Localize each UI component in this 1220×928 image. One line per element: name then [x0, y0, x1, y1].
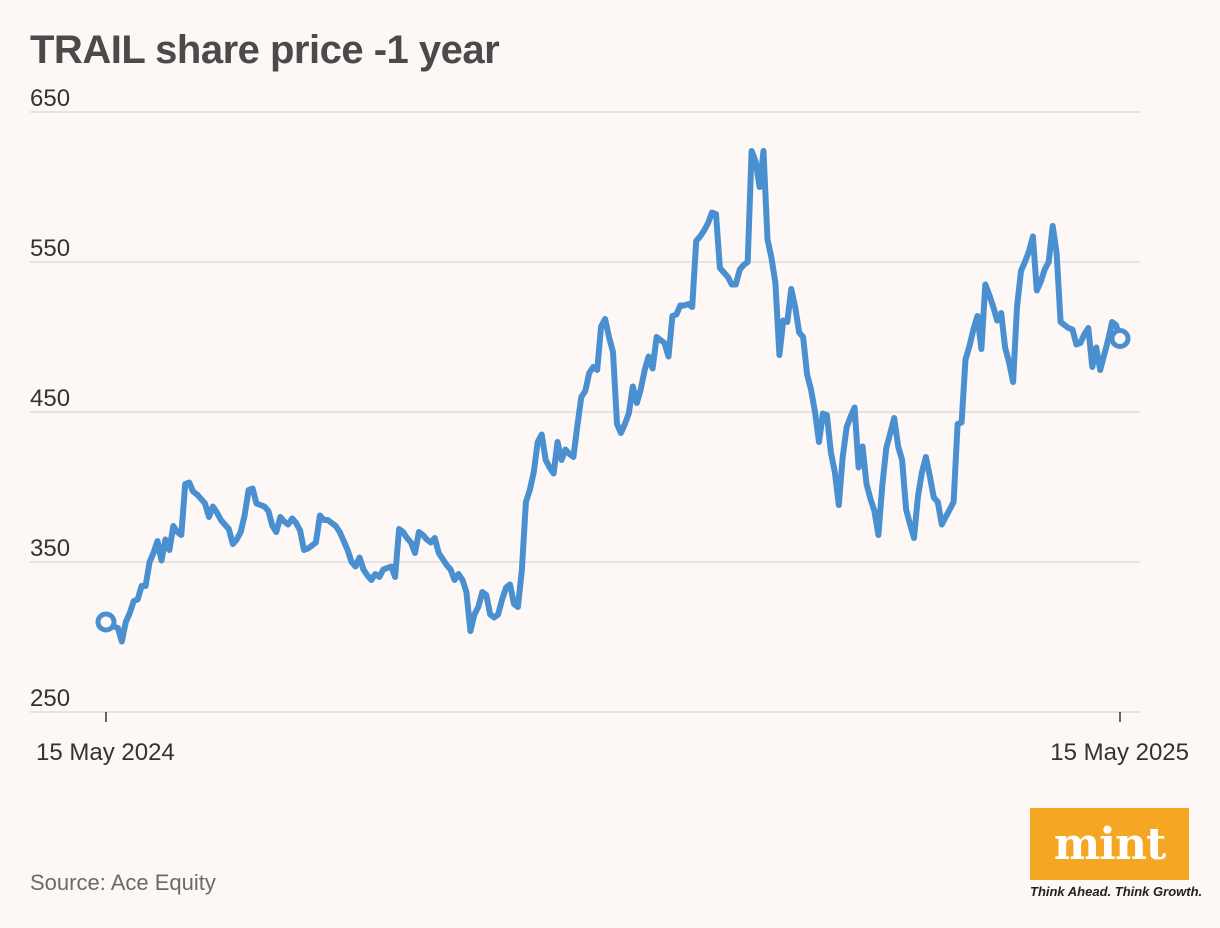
endpoint-markers	[95, 328, 1131, 633]
y-tick-label-650: 650	[30, 85, 70, 112]
chart-title: TRAIL share price -1 year	[30, 28, 500, 72]
y-tick-label-250: 250	[30, 685, 70, 712]
y-tick-label-350: 350	[30, 535, 70, 562]
mint-logo: mint	[1030, 808, 1189, 880]
mint-logo-text: mint	[1053, 818, 1167, 870]
logo-tagline: Think Ahead. Think Growth.	[1030, 884, 1203, 899]
end-point-marker	[1109, 328, 1131, 349]
y-tick-label-450: 450	[30, 385, 70, 412]
y-tick-label-550: 550	[30, 235, 70, 262]
x-tick-label-0: 15 May 2024	[36, 739, 175, 766]
y-axis-ticks: 250 350 450 550 650	[30, 85, 70, 712]
x-tick-label-1: 15 May 2025	[1050, 739, 1189, 766]
x-axis-ticks: 15 May 2024 15 May 2025	[36, 712, 1189, 766]
line-chart: 250 350 450 550 650 15 May 2024 15 May 2025	[30, 85, 1189, 766]
series-lines	[103, 148, 1123, 645]
source-note: Source: Ace Equity	[30, 870, 216, 895]
gridlines	[30, 111, 1140, 713]
start-point-marker	[95, 611, 117, 633]
series-line-trail	[103, 148, 1123, 645]
